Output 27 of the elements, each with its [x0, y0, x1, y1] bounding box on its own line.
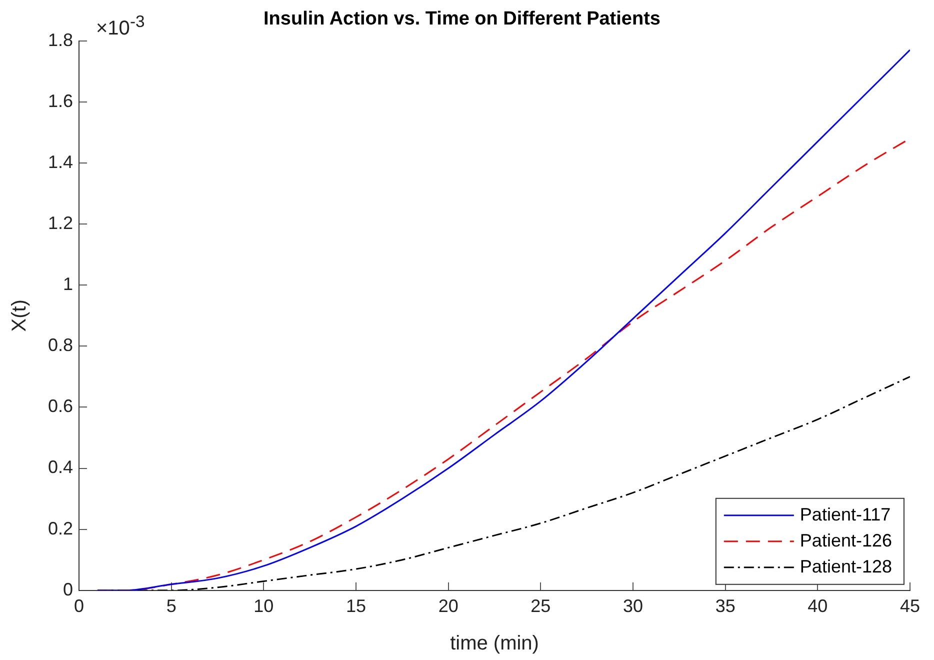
x-tick-label: 45 — [900, 596, 920, 616]
line-series — [96, 49, 910, 590]
chart-title: Insulin Action vs. Time on Different Patients — [264, 8, 660, 30]
x-tick-label: 10 — [254, 596, 274, 616]
x-tick-label: 25 — [530, 596, 551, 616]
x-tick-label: 40 — [808, 596, 828, 616]
y-tick-label: 0 — [63, 579, 74, 600]
y-tick-label: 0.2 — [48, 518, 74, 538]
legend-label: Patient-126 — [800, 530, 892, 550]
y-tick-label: 1 — [63, 274, 74, 294]
y-tick-label: 0.6 — [48, 396, 74, 416]
y-tick-label: 0.4 — [48, 457, 74, 478]
x-tick-label: 15 — [346, 596, 366, 616]
x-axis-title: time (min) — [450, 632, 539, 655]
x-tick-label: 35 — [715, 596, 736, 616]
legend-label: Patient-117 — [800, 504, 891, 524]
y-tick-label: 1.6 — [48, 90, 74, 111]
y-tick-label: 0.8 — [48, 335, 74, 356]
x-tick-label: 30 — [622, 596, 644, 616]
y-tick-label: 1.8 — [48, 30, 74, 50]
text: ×10$^{-3}$ — [96, 12, 145, 41]
y-tick-label: 1.2 — [48, 212, 74, 233]
x-tick-label: 5 — [166, 596, 176, 616]
x-tick-label: 20 — [438, 596, 458, 616]
y-tick-label: 1.4 — [48, 152, 74, 172]
y-axis-title: X(t) — [8, 299, 31, 332]
legend-label: Patient-128 — [800, 556, 892, 576]
